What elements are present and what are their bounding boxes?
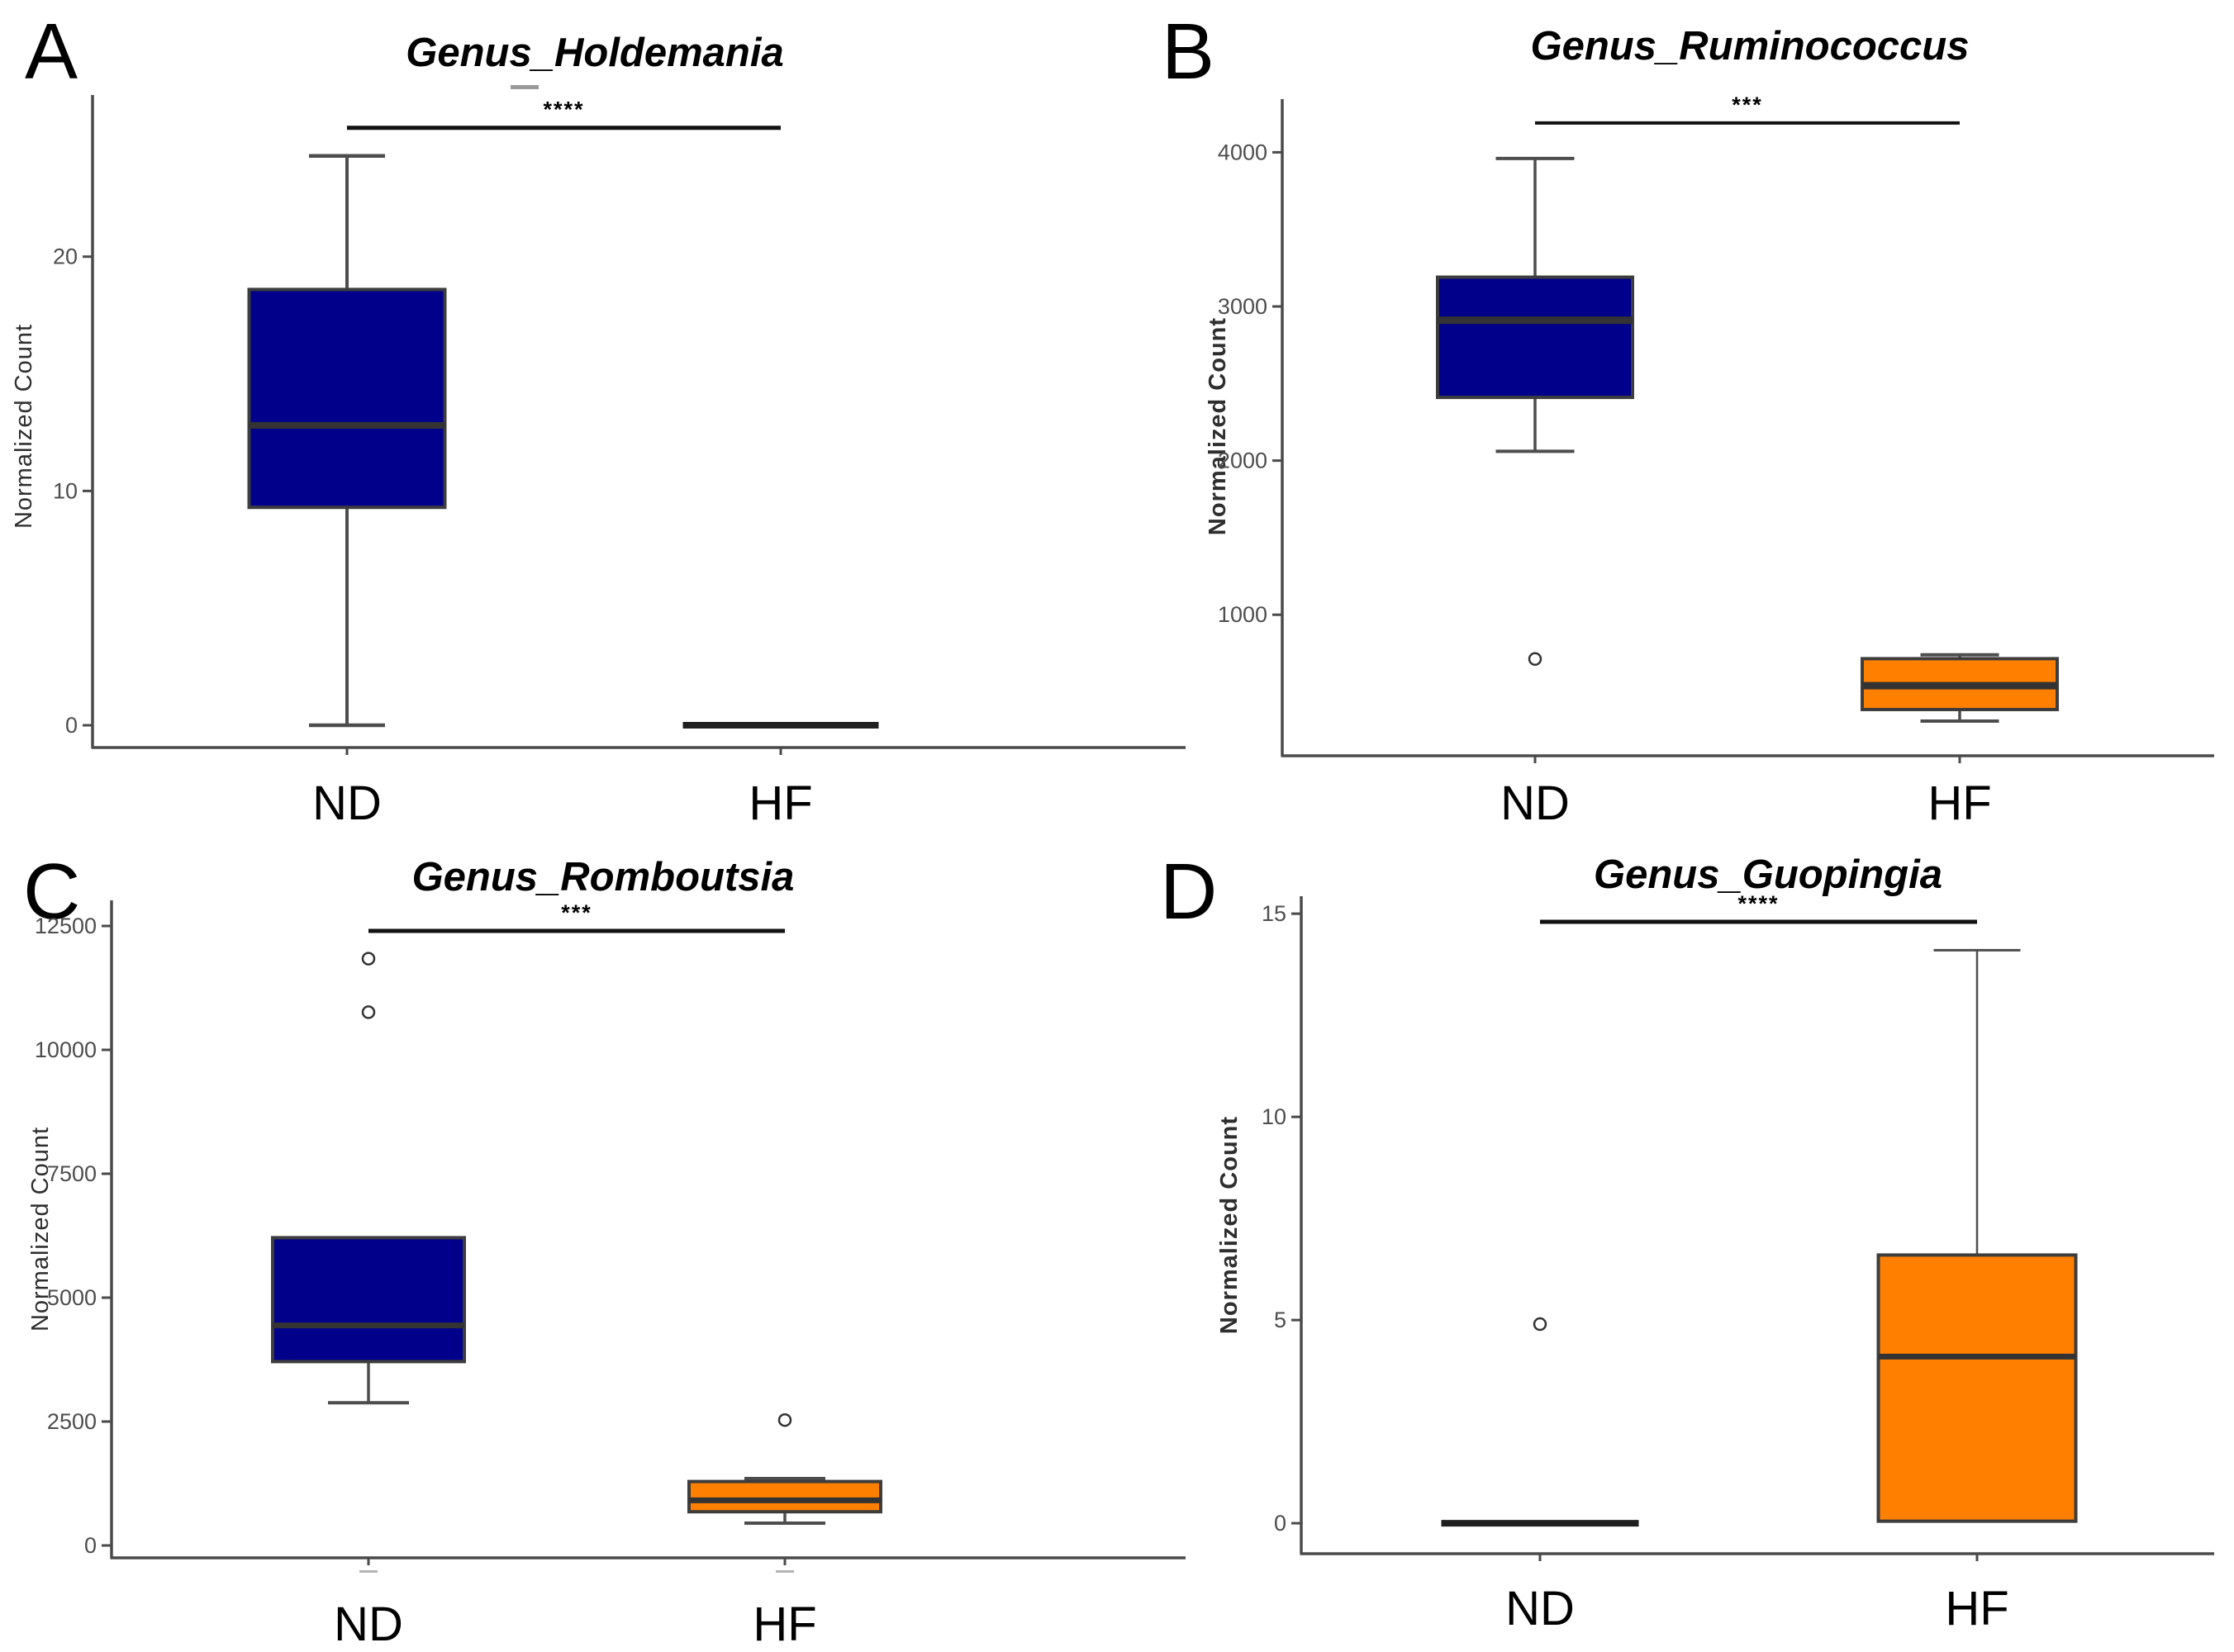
y-tick-label: 2000 — [1218, 449, 1267, 473]
significance-stars: **** — [1737, 891, 1779, 916]
clipped-label-fragment — [776, 1570, 794, 1573]
panel-c: C Genus_Romboutsia Normalized Count 0 2500 50… — [23, 847, 1186, 1651]
y-tick-label: 12500 — [35, 914, 97, 938]
y-tick-label: 10000 — [35, 1037, 97, 1062]
panel-letter: B — [1162, 7, 1214, 96]
y-axis-title: Normalized Count — [1216, 1116, 1243, 1334]
y-tick-label: 1000 — [1218, 602, 1267, 627]
y-tick-label: 3000 — [1218, 294, 1267, 319]
y-axis-title: Normalized Count — [1205, 317, 1231, 535]
stray-dash-mark — [511, 85, 539, 89]
panel-d: D Genus_Guopingia Normalized Count 0 5 10 15 **… — [1160, 847, 2214, 1635]
category-label: ND — [1505, 1582, 1575, 1635]
panel-title: Genus_Guopingia — [1594, 852, 1942, 897]
y-tick-label: 0 — [1274, 1511, 1286, 1536]
box-hf — [687, 1479, 882, 1514]
outlier-point-nd — [1533, 1317, 1547, 1332]
y-tick-label: 2500 — [47, 1409, 97, 1434]
panel-a: A Genus_Holdemania Normalized Count 0 10 20 **… — [11, 7, 1186, 830]
y-tick-label: 15 — [1262, 901, 1286, 926]
y-tick-label: 20 — [53, 244, 78, 269]
outlier-point-nd — [361, 1005, 376, 1019]
outlier-point-nd — [1528, 652, 1542, 667]
y-tick-label: 5 — [1274, 1308, 1286, 1332]
category-label: HF — [1945, 1582, 2008, 1635]
y-tick-label: 5000 — [47, 1285, 97, 1310]
category-label: ND — [1500, 776, 1570, 830]
panel-title: Genus_Ruminococcus — [1531, 24, 1970, 69]
y-axis-title: Normalized Count — [11, 324, 37, 529]
y-tick-label: 4000 — [1218, 140, 1267, 164]
category-label: HF — [753, 1597, 816, 1651]
category-label: ND — [312, 776, 382, 830]
category-label: ND — [334, 1597, 403, 1651]
y-tick-label: 0 — [65, 713, 78, 738]
y-tick-label: 7500 — [47, 1161, 97, 1186]
box-nd — [247, 287, 447, 510]
box-nd — [271, 1236, 466, 1364]
panel-title: Genus_Romboutsia — [412, 855, 795, 900]
significance-stars: **** — [543, 97, 584, 122]
significance-stars: *** — [1732, 93, 1763, 117]
panel-title: Genus_Holdemania — [406, 31, 783, 75]
panel-b: B Genus_Ruminococcus Normalized Count 1000 2… — [1162, 7, 2214, 830]
significance-stars: *** — [561, 900, 592, 925]
box-hf — [1876, 1253, 2078, 1523]
y-tick-label: 0 — [84, 1533, 97, 1558]
category-label: HF — [1927, 776, 1991, 830]
category-label: HF — [749, 776, 812, 830]
panel-letter: C — [23, 847, 80, 936]
outlier-point-hf — [777, 1412, 792, 1427]
y-tick-label: 10 — [1262, 1104, 1286, 1129]
y-axis-title: Normalized Count — [27, 1127, 54, 1332]
clipped-label-fragment — [359, 1570, 378, 1573]
box-nd — [1436, 275, 1634, 400]
panel-letter: D — [1160, 847, 1217, 936]
panel-letter: A — [25, 7, 78, 96]
outlier-point-nd — [361, 952, 376, 966]
y-tick-label: 10 — [53, 478, 78, 503]
